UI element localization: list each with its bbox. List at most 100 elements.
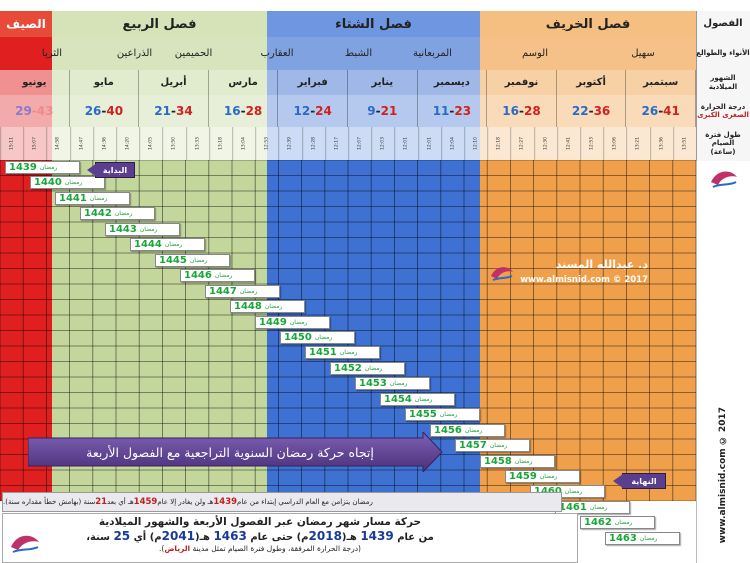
temp-max: 41 [663,104,680,118]
ramadan-word: رمضان [439,411,458,419]
fasting-time-19: 13:04 [232,127,256,160]
side-logo-icon [711,171,737,188]
anwa-murabbaniya: المربعانية [413,48,452,59]
ramadan-tag-1451: 1451 رمضان [305,346,380,360]
fasting-time-8: 12:18 [487,127,511,160]
ramadan-year: 1450 [284,331,312,343]
fasting-time-22: 13:50 [162,127,186,160]
month-temp-4: 9 - 21 [348,95,418,127]
ramadan-tag-1454: 1454 رمضان [380,392,455,406]
ramadan-year: 1446 [184,270,212,282]
ramadan-tag-1456: 1456 رمضان [430,423,505,437]
logo-icon [491,267,513,281]
temp-max: 36 [593,104,611,118]
row-label-seasons: الفصول [703,18,743,30]
month-temp-6: 16 - 28 [209,95,279,127]
caption-line2-c: م) حتى عام [246,532,309,543]
fasting-time-10: 12:04 [440,127,464,160]
temp-min: 26 [641,104,659,118]
row-label-fasting-line2: (ساعة) [710,147,736,156]
fasting-time-13: 12:03 [371,127,395,160]
temp-min: 26 [84,104,102,118]
ramadan-word: رمضان [339,349,358,357]
month-3: ديسمبر [418,70,488,95]
ramadan-year: 1463 [609,532,637,544]
month-temp-8: 26 - 40 [70,95,140,127]
row-label-months: الشهور الميلادية [708,74,738,91]
ramadan-word: رمضان [164,241,183,249]
caption-line3-a: (درجة الحرارة المرفقة، وطول فترة الصيام … [190,544,361,553]
ramadan-word: رمضان [614,519,633,527]
month-1: أكتوبر [557,70,627,95]
fasting-time-2: 13:21 [626,127,650,160]
ramadan-tag-1442: 1442 رمضان [80,207,155,221]
month-temp-0: 26 - 41 [626,95,696,127]
temp-dash: - [170,104,176,118]
month-7: أبريل [139,70,209,95]
caption-line2: من عام 1439 هـ(2018م) حتى عام 1463 هـ(20… [50,529,470,543]
fasting-time-23: 14:05 [139,127,163,160]
ramadan-word: رمضان [314,333,333,341]
ramadan-word: رمضان [389,380,408,388]
row-label-temp: درجة الحرارة الصغرى الكبرى [696,95,750,127]
ramadan-word: رمضان [589,503,608,511]
fasting-time-18: 12:53 [255,127,279,160]
ramadan-tag-1450: 1450 رمضان [280,330,355,344]
ramadan-year: 1444 [134,239,162,251]
ramadan-word: رمضان [414,395,433,403]
note-mid1: هـ ولن يغادر إلا عام [157,498,214,506]
month-temp-3: 11 - 23 [418,95,488,127]
ramadan-tag-1453: 1453 رمضان [355,377,430,391]
ramadan-tag-1446: 1446 رمضان [180,269,255,283]
ramadan-word: رمضان [464,426,483,434]
fasting-time-17: 12:39 [278,127,302,160]
caption-line2-f: سنة، [86,532,114,543]
caption-line2-d: هـ( [195,532,214,543]
ramadan-tag-1462: 1462 رمضان [580,516,655,530]
caption-line1: حركة مسار شهر رمضان عبر الفصول الأربعة و… [98,516,422,528]
ramadan-word: رمضان [564,488,583,496]
end-arrow-icon [613,474,623,488]
row-label-anwaa: الأنواء والطوالع [696,49,750,58]
anwa-suhail: سهيل [631,48,655,59]
ramadan-year: 1457 [459,440,487,452]
temp-max: 21 [380,104,398,118]
temp-dash: - [449,104,455,118]
temp-min: 11 [432,104,450,118]
anwa-thurayya: الثريا [41,48,63,59]
caption-line2-a: من عام [393,532,434,543]
ramadan-year: 1447 [209,285,237,297]
temp-max: 24 [315,104,332,118]
temp-min: 16 [223,104,241,118]
ramadan-word: رمضان [89,194,108,202]
fasting-time-21: 13:33 [185,127,209,160]
ramadan-tag-1445: 1445 رمضان [155,253,230,267]
row-label-fasting: طول فترة الصيام (ساعة) [696,127,750,160]
side-credit: www.almisnid.com © 2017 [710,400,736,550]
month-temp-2: 16 - 28 [487,95,557,127]
fasting-time-5: 12:41 [556,127,580,160]
start-label-box: البداية [95,162,135,178]
fasting-time-24: 14:20 [116,127,140,160]
ramadan-word: رمضان [489,442,508,450]
note-prefix: رمضان يتزامن مع العام الدراسي إبتداء من … [237,498,373,506]
ramadan-year: 1448 [234,301,262,313]
ramadan-tag-1458: 1458 رمضان [480,454,555,468]
temp-dash: - [31,104,37,118]
row-label-fasting-line1: طول فترة الصيام [705,131,741,148]
ramadan-year: 1455 [409,409,437,421]
ramadan-year: 1445 [159,254,187,266]
ramadan-tag-1443: 1443 رمضان [105,222,180,236]
fasting-time-28: 15:07 [23,127,47,160]
fasting-time-6: 12:30 [533,127,557,160]
fasting-time-1: 13:36 [649,127,673,160]
fasting-time-26: 14:47 [69,127,93,160]
ramadan-tag-1455: 1455 رمضان [405,408,480,422]
ramadan-tag-1447: 1447 رمضان [205,284,280,298]
anwa-aqarib: العقارب [260,48,294,59]
ramadan-tag-1441: 1441 رمضان [55,191,130,205]
ramadan-tag-1463: 1463 رمضان [605,531,680,545]
end-label-box: النهاية [622,473,666,489]
start-arrow-icon [87,163,97,177]
anwa-wasm: الوسم [521,48,549,59]
